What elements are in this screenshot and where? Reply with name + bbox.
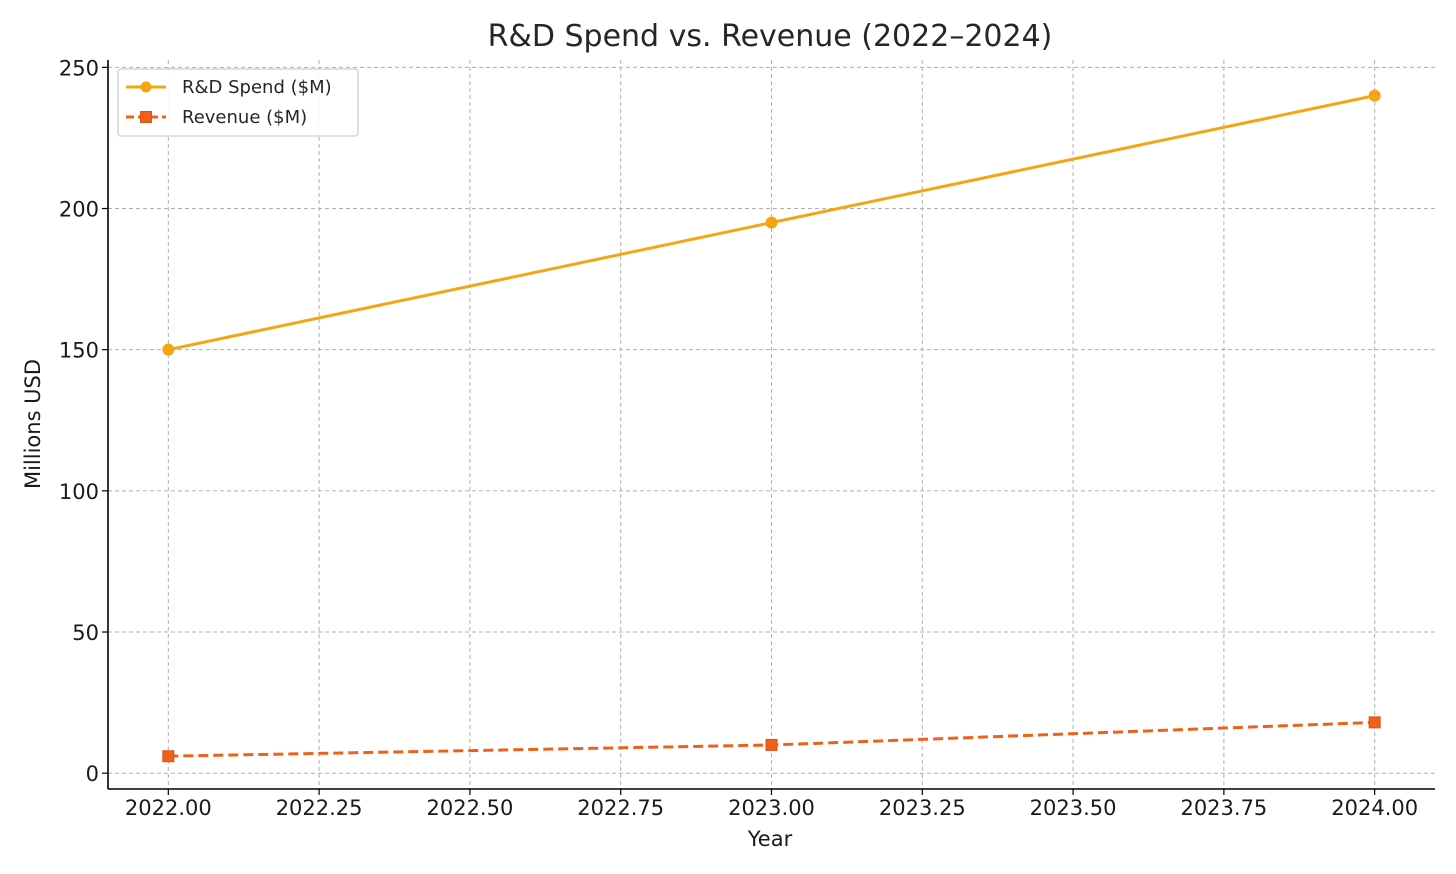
legend: R&D Spend ($M) Revenue ($M) — [117, 68, 359, 137]
y-axis-ticks: 0 50 100 150 200 250 — [59, 56, 108, 786]
x-tick-label: 2023.00 — [728, 796, 815, 820]
legend-box — [117, 68, 359, 137]
y-tick-label: 150 — [59, 339, 99, 363]
x-tick-label: 2023.75 — [1180, 796, 1267, 820]
x-axis-ticks: 2022.00 2022.25 2022.50 2022.75 2023.00 2023.… — [125, 789, 1418, 820]
grid-lines — [108, 60, 1435, 789]
data-point — [1368, 89, 1381, 102]
data-point — [162, 343, 175, 356]
legend-marker — [140, 111, 152, 123]
data-point — [1368, 716, 1381, 729]
x-tick-label: 2023.25 — [879, 796, 966, 820]
legend-label: Revenue ($M) — [182, 107, 307, 128]
x-tick-label: 2024.00 — [1331, 796, 1418, 820]
x-tick-label: 2022.75 — [577, 796, 664, 820]
legend-label: R&D Spend ($M) — [182, 77, 332, 98]
data-point — [765, 216, 778, 229]
series-lines — [162, 89, 1381, 763]
x-axis-title: Year — [747, 827, 793, 851]
x-tick-label: 2023.50 — [1030, 796, 1117, 820]
data-point — [162, 750, 175, 763]
y-tick-label: 250 — [59, 56, 99, 80]
legend-item: Revenue ($M) — [126, 107, 307, 128]
x-tick-label: 2022.00 — [125, 796, 212, 820]
y-tick-label: 0 — [86, 762, 99, 786]
y-tick-label: 100 — [59, 480, 99, 504]
chart-title: R&D Spend vs. Revenue (2022–2024) — [488, 19, 1053, 54]
data-point — [765, 738, 778, 751]
y-tick-label: 200 — [59, 198, 99, 222]
y-axis-title: Millions USD — [21, 359, 45, 489]
x-tick-label: 2022.25 — [276, 796, 363, 820]
y-tick-label: 50 — [72, 621, 99, 645]
legend-marker — [140, 81, 152, 93]
series-revenue — [162, 716, 1381, 763]
legend-item: R&D Spend ($M) — [126, 77, 332, 98]
x-tick-label: 2022.50 — [426, 796, 513, 820]
series-rd-spend — [162, 89, 1381, 356]
